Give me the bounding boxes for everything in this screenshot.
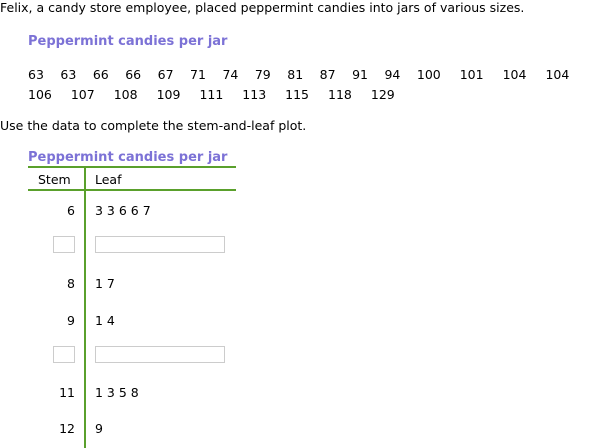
top-rule — [28, 166, 236, 168]
leaf-input-2[interactable] — [95, 346, 225, 363]
data-value: 67 — [157, 67, 174, 82]
data-title: Peppermint candies per jar — [28, 34, 228, 49]
data-values: 63 63 66 66 67 71 74 79 81 87 91 94 100 101 104 104 106 1… — [28, 66, 600, 103]
data-value: 100 — [416, 67, 441, 82]
data-value: 63 — [60, 67, 77, 82]
data-value: 94 — [384, 67, 401, 82]
stem-8: 8 — [67, 276, 75, 291]
data-value: 104 — [502, 67, 527, 82]
leaf-8: 1 7 — [95, 276, 115, 291]
data-value: 118 — [328, 87, 352, 102]
stem-input-1[interactable] — [53, 236, 75, 253]
plot-title: Peppermint candies per jar — [28, 150, 228, 165]
leaf-11: 1 3 5 8 — [95, 385, 139, 400]
instruction-text: Use the data to complete the stem-and-le… — [0, 118, 307, 133]
data-value: 71 — [190, 67, 206, 82]
stem-input-2[interactable] — [53, 346, 75, 363]
data-value: 108 — [113, 87, 138, 102]
data-value: 66 — [125, 67, 142, 82]
leaf-input-1[interactable] — [95, 236, 225, 253]
stem-header: Stem — [38, 172, 71, 187]
leaf-6: 3 3 6 6 7 — [95, 203, 151, 218]
data-value: 63 — [28, 67, 44, 82]
data-value: 129 — [370, 87, 395, 102]
stem-leaf-divider — [84, 167, 86, 448]
stem-6: 6 — [67, 203, 75, 218]
data-value: 87 — [319, 67, 336, 82]
data-value: 91 — [352, 67, 368, 82]
stem-11: 11 — [59, 385, 75, 400]
header-rule — [28, 189, 236, 191]
leaf-header: Leaf — [95, 172, 122, 187]
leaf-9: 1 4 — [95, 313, 115, 328]
stem-12: 12 — [59, 421, 75, 436]
data-value: 113 — [242, 87, 267, 102]
leaf-12: 9 — [95, 421, 103, 436]
data-value: 101 — [459, 67, 484, 82]
data-value: 106 — [28, 87, 52, 102]
stem-9: 9 — [67, 313, 75, 328]
data-value: 66 — [92, 67, 109, 82]
data-value: 115 — [285, 87, 310, 102]
intro-text: Felix, a candy store employee, placed pe… — [0, 0, 525, 15]
data-value: 107 — [70, 87, 95, 102]
data-value: 104 — [545, 67, 570, 82]
data-value: 74 — [222, 67, 239, 82]
data-value: 79 — [254, 67, 271, 82]
data-value: 81 — [287, 67, 304, 82]
data-value: 109 — [156, 87, 181, 102]
data-value: 111 — [199, 87, 224, 102]
